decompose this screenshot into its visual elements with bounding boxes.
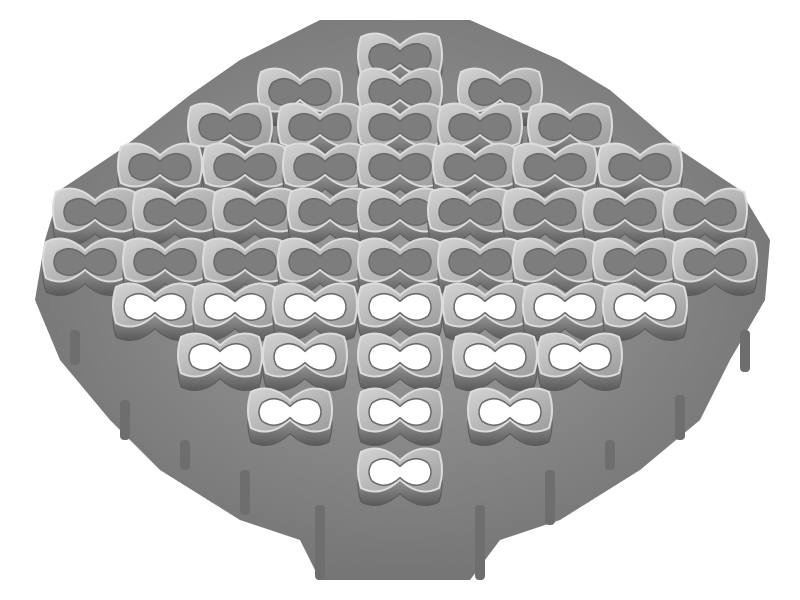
lattice-leg [475,505,485,580]
lattice-leg [545,470,555,525]
lattice-cell-opening [453,293,517,321]
lattice-cell-opening [368,343,432,371]
lattice-cell-opening [53,248,117,276]
lattice-cell-opening [368,398,432,426]
lattice-cell-opening [463,343,527,371]
lattice-cell-opening [448,113,512,141]
lattice-cell-opening [548,343,612,371]
lattice-cell-opening [283,293,347,321]
lattice-cell-opening [533,293,597,321]
lattice-cell-opening [273,343,337,371]
lattice-cell-opening [523,153,587,181]
lattice-cell-opening [288,248,352,276]
lattice-cell-opening [128,153,192,181]
lattice-cell-opening [368,248,432,276]
lattice-cell-opening [213,248,277,276]
lattice-cell-opening [613,293,677,321]
lattice-cell-opening [198,113,262,141]
lattice-leg [605,440,615,470]
lattice-legs [70,330,750,580]
lattice-leg [70,330,80,365]
lattice-cell-opening [478,398,542,426]
lattice-leg [740,330,750,372]
lattice-cell-opening [258,398,322,426]
lattice-cell-opening [368,43,432,71]
lattice-cell-opening [368,78,432,106]
lattice-cell-opening [673,198,737,226]
lattice-cell-opening [538,113,602,141]
lattice-cell-opening [268,78,332,106]
lattice-cells [42,32,758,507]
lattice-cell-opening [683,248,747,276]
lattice-cell-opening [288,113,352,141]
lattice-cell-opening [368,293,432,321]
lattice-leg [240,470,250,515]
lattice-cell-opening [188,343,252,371]
lattice-cell-opening [368,153,432,181]
lattice-leg [120,400,130,440]
lattice-leg [180,440,190,470]
lattice-cell-opening [133,248,197,276]
lattice-cell-opening [603,248,667,276]
lattice-cell-opening [223,198,287,226]
lattice-cell-opening [293,153,357,181]
lattice-cell-opening [443,153,507,181]
lattice-cell-opening [203,293,267,321]
lattice-cell-opening [368,113,432,141]
lattice-cell-opening [608,153,672,181]
lattice-cell-opening [438,198,502,226]
lattice-cell-opening [368,458,432,486]
lattice-cell-opening [513,198,577,226]
lattice-cell-opening [593,198,657,226]
lattice-cell-opening [468,78,532,106]
lattice-cell-opening [143,198,207,226]
lattice-cell-opening [123,293,187,321]
lattice-cell-opening [63,198,127,226]
lattice-leg [675,395,685,440]
lattice-cell-opening [448,248,512,276]
lattice-cell-opening [213,153,277,181]
lattice-leg [315,505,325,580]
lattice-cell-opening [523,248,587,276]
